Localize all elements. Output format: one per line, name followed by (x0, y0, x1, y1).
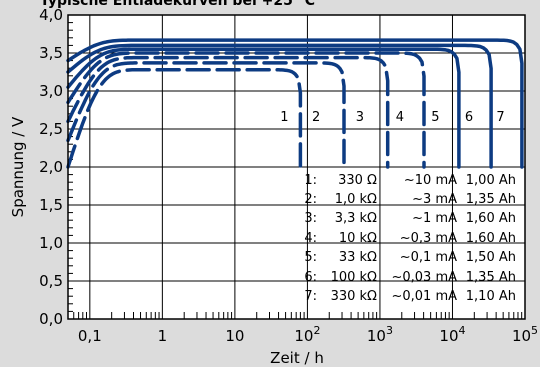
legend-index-4: 4: (304, 231, 317, 246)
legend-resistance-4: 10 kΩ (339, 231, 377, 246)
x-axis-label: Zeit / h (270, 349, 324, 367)
legend-current-6: ~0,03 mA (391, 270, 457, 285)
x-tick-label: 1 (158, 327, 168, 345)
legend-index-5: 5: (304, 250, 317, 265)
legend-current-2: ~3 mA (412, 192, 457, 207)
legend-current-4: ~0,3 mA (400, 231, 457, 246)
legend-capacity-7: 1,10 Ah (466, 289, 516, 304)
plot-frame (67, 14, 526, 320)
legend-resistance-6: 100 kΩ (331, 270, 377, 285)
legend-capacity-5: 1,50 Ah (466, 250, 516, 265)
y-tick-label: 2,0 (39, 158, 63, 176)
y-axis-tick-labels: 0,0 0,5 1,0 1,5 2,0 2,5 3,0 3,5 4,0 (39, 6, 63, 328)
legend-index-3: 3: (304, 211, 317, 226)
legend-current-7: ~0,01 mA (391, 289, 457, 304)
curve-label-2: 2 (312, 110, 320, 125)
legend-current-3: ~1 mA (412, 211, 457, 226)
y-tick-label: 0,0 (39, 310, 63, 328)
legend-resistance-1: 330 Ω (338, 173, 377, 188)
y-axis-label: Spannung / V (9, 116, 27, 217)
x-tick-label: 0,1 (78, 327, 102, 345)
legend-capacity-3: 1,60 Ah (466, 211, 516, 226)
series-curve-5 (66, 47, 461, 169)
legend-index-7: 7: (304, 289, 317, 304)
x-tick-label: 103 (367, 324, 393, 345)
series-curves (66, 38, 524, 169)
curve-label-5: 5 (431, 110, 439, 125)
y-tick-label: 3,5 (39, 44, 63, 62)
legend-resistance-5: 33 kΩ (339, 250, 377, 265)
curve-label-3: 3 (356, 110, 364, 125)
curve-label-4: 4 (396, 110, 404, 125)
legend-capacity-2: 1,35 Ah (466, 192, 516, 207)
legend-capacity-6: 1,35 Ah (466, 270, 516, 285)
x-tick-label: 105 (512, 324, 538, 345)
legend-resistance-3: 3,3 kΩ (335, 211, 377, 226)
y-tick-label: 4,0 (39, 6, 63, 24)
series-curve-3 (66, 55, 390, 169)
legend-current-1: ~10 mA (404, 173, 457, 188)
legend-resistance-2: 1,0 kΩ (335, 192, 377, 207)
series-labels: 1 2 3 4 5 6 7 (280, 110, 504, 125)
x-tick-label: 104 (439, 324, 465, 345)
chart-title: Typische Entladekurven bei +25 °C (40, 0, 315, 9)
series-curve-2 (66, 61, 346, 169)
grid-lines (68, 15, 525, 319)
curve-label-7: 7 (496, 110, 504, 125)
y-tick-label: 1,5 (39, 196, 63, 214)
y-tick-label: 2,5 (39, 120, 63, 138)
legend-capacity-1: 1,00 Ah (466, 173, 516, 188)
curve-label-1: 1 (280, 110, 288, 125)
series-curve-7 (66, 38, 524, 169)
x-axis-tick-labels: 0,1 1 10 102 103 104 105 (78, 324, 538, 345)
x-tick-label: 102 (294, 324, 320, 345)
curve-label-6: 6 (465, 110, 473, 125)
series-curve-4 (66, 51, 426, 169)
legend-index-2: 2: (304, 192, 317, 207)
y-tick-label: 1,0 (39, 234, 63, 252)
legend: 1: 330 Ω ~10 mA 1,00 Ah 2: 1,0 kΩ ~3 mA 1,35 Ah… (304, 173, 516, 304)
legend-resistance-7: 330 kΩ (331, 289, 377, 304)
y-tick-label: 0,5 (39, 272, 63, 290)
legend-index-6: 6: (304, 270, 317, 285)
series-curve-1 (66, 67, 303, 169)
y-tick-label: 3,0 (39, 82, 63, 100)
legend-capacity-4: 1,60 Ah (466, 231, 516, 246)
x-tick-label: 10 (225, 327, 244, 345)
legend-index-1: 1: (304, 173, 317, 188)
legend-current-5: ~0,1 mA (400, 250, 457, 265)
series-curve-6 (66, 43, 493, 169)
